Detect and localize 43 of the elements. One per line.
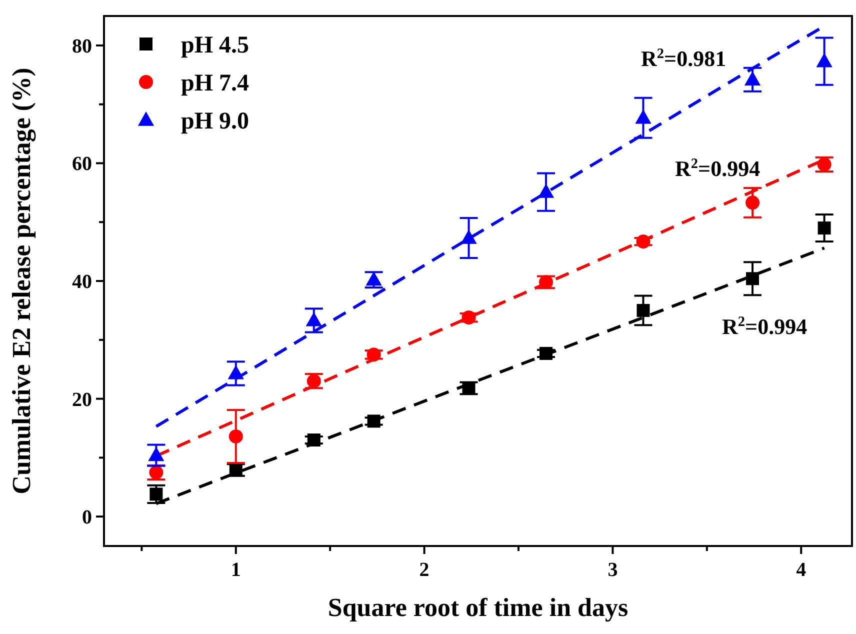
- point: [636, 304, 650, 317]
- point: [307, 434, 320, 446]
- y-tick-label: 80: [72, 35, 92, 58]
- annotation: R$^{2}$=0.994: [722, 314, 808, 339]
- point: [150, 488, 163, 501]
- point: [366, 348, 381, 362]
- x-tick-label: 4: [796, 559, 806, 581]
- point: [306, 374, 321, 388]
- point: [816, 52, 832, 68]
- y-tick-label: 0: [82, 506, 92, 529]
- y-axis-title: Cumulative E2 release percentage (%): [7, 68, 36, 494]
- point: [148, 446, 164, 462]
- point: [462, 310, 476, 325]
- legend-label: pH 9.0: [181, 108, 250, 134]
- point: [744, 71, 761, 86]
- point: [540, 346, 553, 360]
- x-tick-label: 2: [419, 559, 430, 581]
- y-tick-label: 60: [72, 153, 92, 176]
- y-tick-label: 40: [72, 271, 92, 293]
- point: [538, 184, 554, 198]
- point: [460, 230, 477, 244]
- point: [229, 464, 242, 477]
- point: [635, 109, 652, 124]
- legend-label: pH 4.5: [181, 32, 250, 58]
- point: [367, 414, 380, 428]
- point: [636, 234, 650, 249]
- y-tick-label: 20: [72, 388, 92, 411]
- annotation: R$^{2}$=0.981: [641, 46, 726, 71]
- point: [462, 382, 476, 395]
- x-tick-label: 3: [608, 559, 618, 581]
- x-tick-label: 1: [230, 559, 241, 581]
- annotation: R$^{2}$=0.994: [675, 156, 760, 181]
- point: [746, 272, 760, 286]
- point: [817, 157, 832, 172]
- point: [818, 222, 831, 234]
- point: [746, 196, 760, 210]
- point: [228, 365, 244, 380]
- point: [228, 429, 243, 444]
- x-axis-title: Square root of time in days: [328, 593, 628, 622]
- legend-label: pH 7.4: [181, 70, 250, 96]
- point: [539, 275, 554, 290]
- point: [149, 465, 164, 480]
- point: [306, 312, 322, 326]
